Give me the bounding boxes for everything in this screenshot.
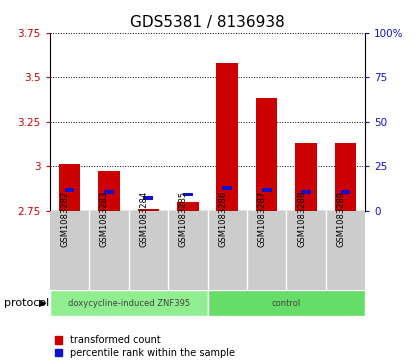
Bar [222,186,232,190]
Bar [65,188,74,192]
Bar [262,188,271,192]
Bar [183,193,193,196]
Legend: transformed count, percentile rank within the sample: transformed count, percentile rank withi… [55,335,235,358]
Text: GSM1083287: GSM1083287 [258,191,267,246]
Bar [208,290,365,316]
Text: GSM1083288: GSM1083288 [297,191,306,246]
Bar [301,190,311,194]
Bar [104,190,114,194]
Bar [334,143,356,211]
Bar [216,63,238,211]
Bar [341,190,350,194]
Text: doxycycline-induced ZNF395: doxycycline-induced ZNF395 [68,299,190,307]
Text: control: control [272,299,301,307]
Text: GSM1083283: GSM1083283 [100,191,109,246]
Text: GDS5381 / 8136938: GDS5381 / 8136938 [130,15,285,29]
Bar [59,164,81,211]
Bar [256,98,278,211]
Text: GSM1083284: GSM1083284 [139,191,149,246]
Text: GSM1083286: GSM1083286 [218,191,227,246]
Bar [137,209,159,211]
Bar [98,171,120,211]
Text: GSM1083285: GSM1083285 [179,191,188,246]
Bar [295,143,317,211]
Text: ▶: ▶ [39,298,46,308]
Bar [177,202,199,211]
Bar [144,196,153,200]
Text: GSM1083289: GSM1083289 [337,191,345,246]
Bar [50,290,208,316]
Text: protocol: protocol [4,298,49,308]
Text: GSM1083282: GSM1083282 [61,191,69,246]
